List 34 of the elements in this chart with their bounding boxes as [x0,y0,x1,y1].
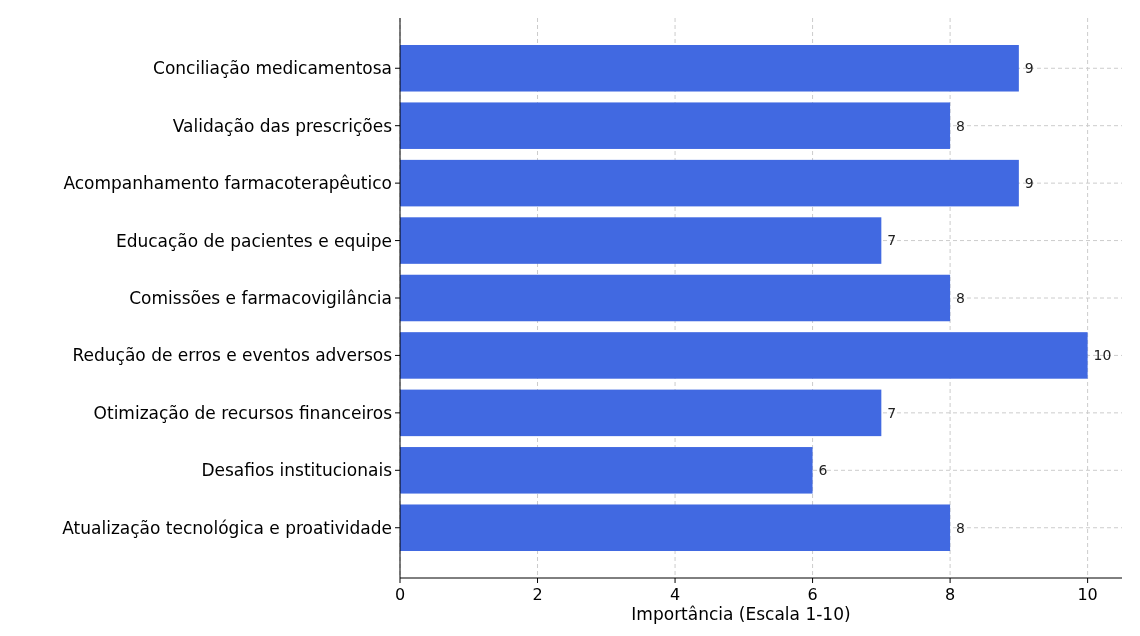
x-tick-label: 0 [394,585,406,604]
bar [400,102,951,149]
y-tick-label: Redução de erros e eventos adversos [72,345,393,366]
x-tick-label: 4 [669,585,681,604]
y-tick-label: Atualização tecnológica e proatividade [62,517,392,538]
x-tick-label: 8 [945,585,956,604]
x-tick-label: 2 [532,585,543,604]
x-tick-label: 10 [1077,585,1098,604]
x-tick-label: 6 [807,585,818,604]
bar [400,217,882,264]
bar [400,504,951,552]
data-label: 8 [956,519,966,536]
data-label: 9 [1024,175,1034,192]
data-label: 8 [956,117,966,134]
data-label: 8 [956,289,966,306]
bar [400,332,1088,379]
y-tick-label: Comissões e farmacovigilância [129,287,392,308]
bar [400,389,882,437]
data-label: 7 [887,232,897,249]
y-tick-label: Otimização de recursos financeiros [93,402,393,423]
y-tick-label: Validação das prescrições [172,115,393,136]
bar [400,447,813,494]
data-label: 10 [1093,347,1112,364]
x-axis-title: Importância (Escala 1-10) [631,604,851,624]
data-label: 6 [818,462,828,479]
y-tick-label: Educação de pacientes e equipe [115,230,392,251]
bar [400,159,1019,207]
data-label: 7 [887,404,897,421]
bar [400,44,1019,92]
y-tick-label: Conciliação medicamentosa [153,58,392,79]
bar [400,274,951,322]
data-label: 9 [1024,60,1034,77]
y-tick-label: Desafios institucionais [201,460,393,481]
y-tick-label: Acompanhamento farmacoterapêutico [63,173,392,194]
